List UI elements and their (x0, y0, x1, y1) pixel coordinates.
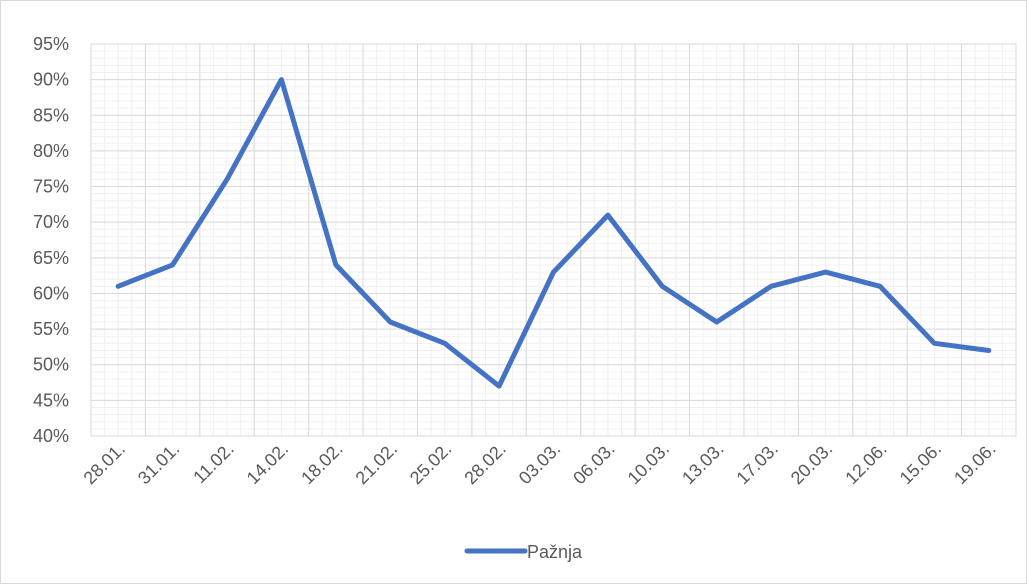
x-tick-label: 10.03. (624, 439, 674, 489)
y-tick-label: 70% (33, 212, 69, 232)
x-tick-label: 19.06. (950, 439, 1000, 489)
y-tick-label: 65% (33, 248, 69, 268)
x-tick-label: 21.02. (352, 439, 402, 489)
y-tick-label: 80% (33, 141, 69, 161)
y-tick-label: 90% (33, 70, 69, 90)
x-tick-label: 28.02. (460, 439, 510, 489)
y-tick-label: 45% (33, 390, 69, 410)
y-tick-label: 95% (33, 34, 69, 54)
x-tick-label: 18.02. (297, 439, 347, 489)
x-tick-label: 15.06. (896, 439, 946, 489)
legend-label: Pažnja (527, 542, 583, 562)
x-tick-label: 11.02. (189, 439, 238, 488)
x-tick-label: 17.03. (732, 439, 782, 489)
x-tick-label: 31.01. (134, 439, 184, 489)
x-tick-label: 06.03. (569, 439, 619, 489)
y-tick-label: 55% (33, 319, 69, 339)
x-tick-label: 03.03. (515, 439, 565, 489)
y-tick-label: 40% (33, 426, 69, 446)
x-tick-label: 12.06. (841, 439, 891, 489)
x-tick-label: 25.02. (406, 439, 456, 489)
x-tick-label: 28.01. (80, 439, 130, 489)
y-tick-label: 50% (33, 355, 69, 375)
legend: Pažnja (464, 542, 583, 562)
x-tick-label: 20.03. (787, 439, 837, 489)
y-tick-label: 60% (33, 283, 69, 303)
minor-gridlines (90, 43, 1017, 437)
y-tick-label: 75% (33, 177, 69, 197)
series-layer (115, 77, 992, 389)
x-tick-label: 14.02. (243, 439, 293, 489)
x-axis-tick-labels: 28.01. 31.01. 11.02. 14.02. 18.02. 21.02. 25.0… (80, 439, 1000, 489)
x-tick-label: 13.03. (678, 439, 728, 489)
y-axis-tick-labels: 40% 45% 50% 55% 60% 65% 70% 75% 80% 85% 90% 95% (33, 34, 69, 446)
major-gridlines (90, 43, 1017, 437)
y-tick-label: 85% (33, 105, 69, 125)
